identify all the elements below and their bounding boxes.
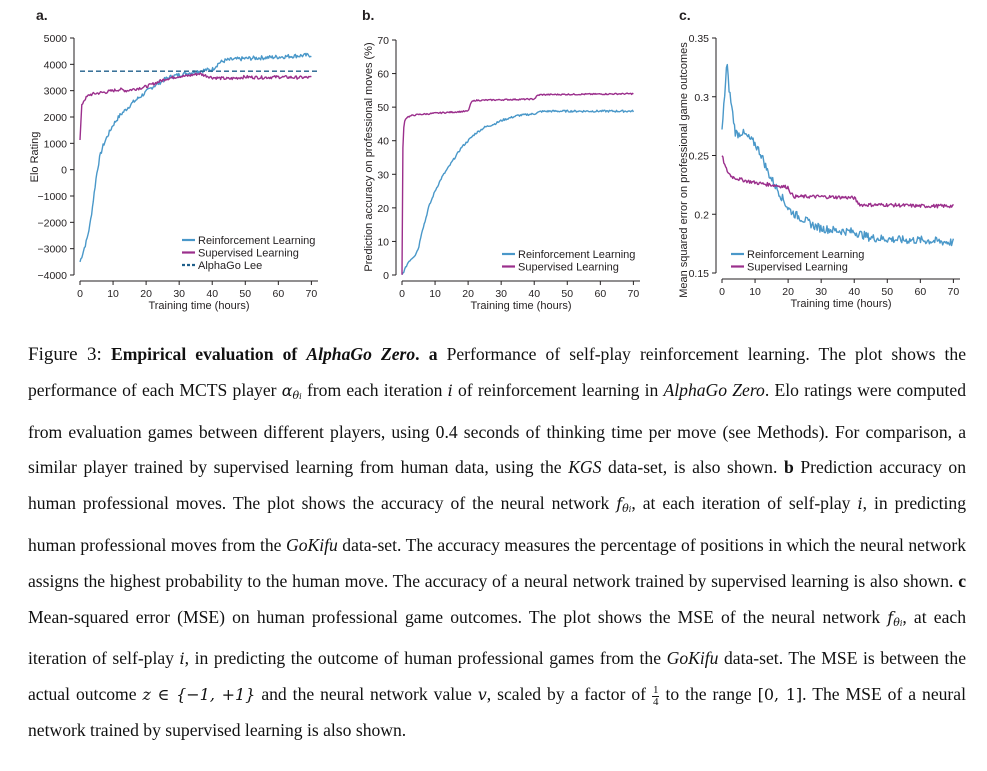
x-tick-label: 20 xyxy=(140,288,152,300)
series-line-supervised-learning xyxy=(721,155,954,209)
y-tick-label: 0.25 xyxy=(689,151,710,163)
f-theta-i-symbol: fθi xyxy=(887,607,903,629)
series-line-reinforcement-learning xyxy=(401,109,635,275)
y-tick-label: 70 xyxy=(377,35,389,47)
chart-panel-2: b. 0 10 20 30 40 50 60 70 0 10 20 30 40 50 60 70 Training… xyxy=(362,7,640,312)
x-tick-label: 60 xyxy=(594,288,606,300)
y-tick-label: 0.35 xyxy=(689,33,710,45)
panel-letter: c. xyxy=(679,7,691,23)
legend-label: Reinforcement Learning xyxy=(747,249,864,261)
x-tick-label: 0 xyxy=(77,288,83,300)
x-tick-label: 10 xyxy=(749,286,761,298)
y-tick-label: −1000 xyxy=(38,191,68,203)
y-tick-label: 1000 xyxy=(44,138,68,150)
x-tick-label: 30 xyxy=(173,288,185,300)
y-tick-label: 0.15 xyxy=(689,268,710,280)
x-tick-label: 20 xyxy=(462,288,474,300)
x-tick-label: 70 xyxy=(306,288,318,300)
series-line-supervised-learning xyxy=(79,72,312,141)
series-line-reinforcement-learning xyxy=(721,63,955,247)
x-tick-label: 50 xyxy=(561,288,573,300)
x-tick-label: 10 xyxy=(107,288,119,300)
f-theta-i-symbol: fθi xyxy=(616,494,632,516)
y-tick-label: 20 xyxy=(377,203,389,215)
y-tick-label: 0 xyxy=(61,165,67,177)
series-line-reinforcement-learning xyxy=(79,52,312,263)
figure-title: Empirical evaluation of AlphaGo Zero. xyxy=(110,344,420,364)
alpha-theta-i-symbol: αθi xyxy=(281,380,302,402)
panel-letter: a. xyxy=(36,7,48,23)
panel-c-label: c xyxy=(958,570,966,591)
legend-label: AlphaGo Lee xyxy=(198,260,262,272)
legend-label: Supervised Learning xyxy=(518,262,619,274)
y-tick-label: 10 xyxy=(377,236,389,248)
x-tick-label: 40 xyxy=(528,288,540,300)
series-line-supervised-learning xyxy=(401,92,634,275)
x-tick-label: 30 xyxy=(815,286,827,298)
x-tick-label: 0 xyxy=(719,286,725,298)
outcome-set-formula: z ∈ {−1, +1} xyxy=(142,685,256,705)
y-tick-label: 5000 xyxy=(44,33,68,45)
y-axis-label: Prediction accuracy on professional move… xyxy=(363,42,375,271)
x-tick-label: 10 xyxy=(429,288,441,300)
x-tick-label: 70 xyxy=(948,286,960,298)
panel-b-label: b xyxy=(783,457,794,478)
y-tick-label: −2000 xyxy=(38,217,68,229)
y-tick-label: 0.3 xyxy=(694,92,709,104)
x-axis-label: Training time (hours) xyxy=(790,298,891,310)
figure-caption: Figure 3: Empirical evaluation of AlphaG… xyxy=(28,344,967,740)
panel-letter: b. xyxy=(362,7,374,23)
legend-label: Reinforcement Learning xyxy=(518,249,635,261)
x-tick-label: 40 xyxy=(848,286,860,298)
chart-panel-3: c. 0 10 20 30 40 50 60 70 0.15 0.2 0.25 0.3 0.35 Train… xyxy=(678,7,960,310)
x-tick-label: 70 xyxy=(628,288,640,300)
x-tick-label: 0 xyxy=(399,288,405,300)
x-tick-label: 60 xyxy=(272,288,284,300)
legend-label: Supervised Learning xyxy=(198,248,299,260)
y-tick-label: 3000 xyxy=(44,86,68,98)
y-tick-label: 0.2 xyxy=(694,209,709,221)
y-tick-label: 50 xyxy=(377,102,389,114)
x-tick-label: 50 xyxy=(239,288,251,300)
y-tick-label: 60 xyxy=(377,69,389,81)
figure-charts: a. 0 10 20 30 40 50 60 70 −4000 −3000 −2000 −1000 0 10… xyxy=(29,7,960,312)
y-axis-label: Mean squared error on professional game … xyxy=(678,42,690,298)
figure-label: Figure 3: xyxy=(28,344,102,365)
y-tick-label: 2000 xyxy=(44,112,68,124)
y-tick-label: −3000 xyxy=(38,244,68,256)
legend-label: Supervised Learning xyxy=(747,262,848,274)
y-axis-label: Elo Rating xyxy=(29,132,41,183)
chart-panel-1: a. 0 10 20 30 40 50 60 70 −4000 −3000 −2000 −1000 0 10… xyxy=(29,7,318,312)
legend-label: Reinforcement Learning xyxy=(198,235,315,247)
x-axis-label: Training time (hours) xyxy=(148,300,249,312)
y-tick-label: 40 xyxy=(377,136,389,148)
x-tick-label: 20 xyxy=(782,286,794,298)
panel-a-label: a xyxy=(428,344,438,364)
x-tick-label: 40 xyxy=(206,288,218,300)
x-tick-label: 30 xyxy=(495,288,507,300)
y-tick-label: 4000 xyxy=(44,59,68,71)
x-tick-label: 50 xyxy=(881,286,893,298)
y-tick-label: 30 xyxy=(377,169,389,181)
x-tick-label: 60 xyxy=(914,286,926,298)
x-axis-label: Training time (hours) xyxy=(470,300,571,312)
y-tick-label: −4000 xyxy=(38,270,68,282)
y-tick-label: 0 xyxy=(383,270,389,282)
